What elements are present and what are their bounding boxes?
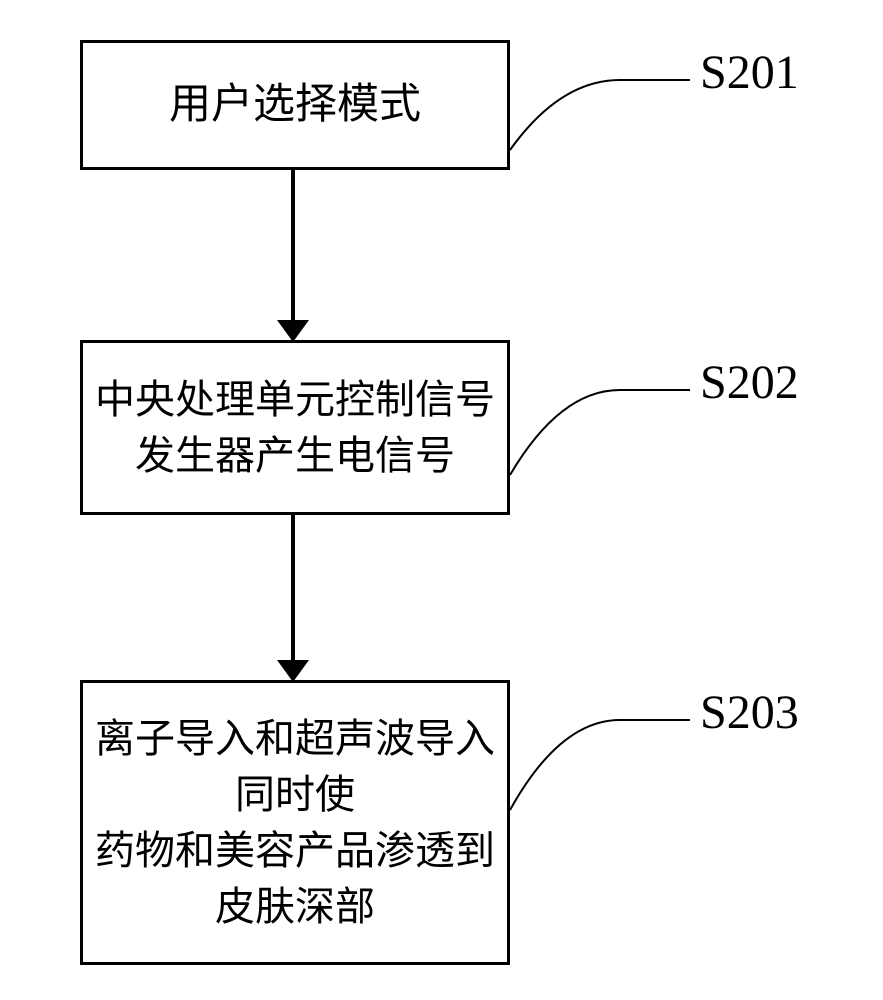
- flowchart-container: 用户选择模式 S201 中央处理单元控制信号 发生器产生电信号 S202 离子导…: [0, 0, 883, 1000]
